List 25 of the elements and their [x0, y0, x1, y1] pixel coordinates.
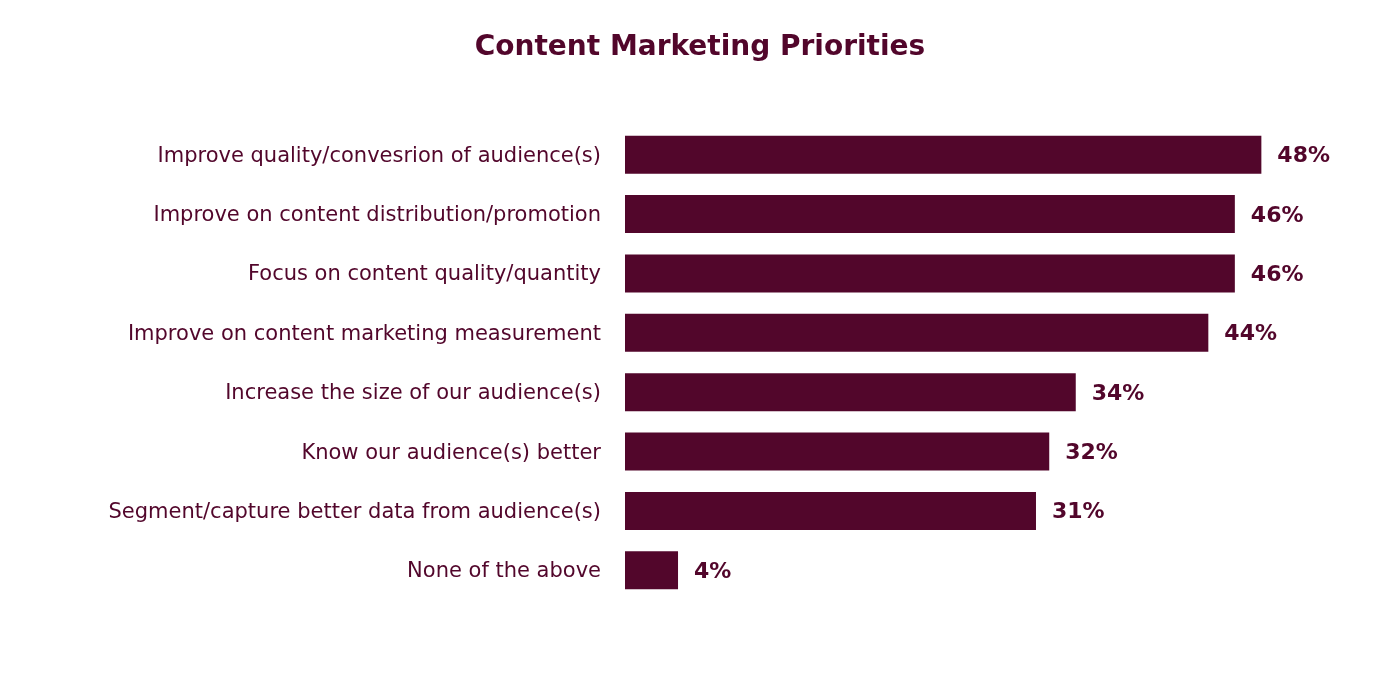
data-label: 32% — [1065, 439, 1118, 465]
data-label: 46% — [1250, 201, 1304, 227]
y-tick-label: Improve on content marketing measurement — [127, 320, 601, 345]
bar — [625, 432, 1050, 471]
data-label: 46% — [1250, 260, 1304, 286]
bar — [625, 135, 1262, 174]
y-tick-label: None of the above — [407, 558, 601, 583]
y-tick-label: Improve on content distribution/promotion — [153, 202, 601, 227]
y-tick-label: Segment/capture better data from audience(s) — [108, 498, 601, 523]
data-label: 34% — [1091, 379, 1145, 405]
y-tick-label: Improve quality/convesrion of audience(s) — [157, 142, 601, 167]
y-tick-label: Focus on content quality/quantity — [247, 261, 601, 286]
bar — [625, 373, 1076, 412]
bar — [625, 254, 1235, 293]
bar — [625, 195, 1235, 234]
bar — [625, 491, 1036, 530]
data-label: 48% — [1277, 142, 1331, 168]
data-label: 31% — [1051, 498, 1105, 524]
bar — [625, 551, 679, 590]
data-label: 44% — [1224, 320, 1278, 346]
bar — [625, 313, 1209, 352]
y-tick-label: Know our audience(s) better — [301, 439, 602, 464]
chart-title: Content Marketing Priorities — [474, 28, 926, 62]
data-label: 4% — [694, 557, 732, 583]
y-tick-label: Increase the size of our audience(s) — [225, 380, 601, 405]
